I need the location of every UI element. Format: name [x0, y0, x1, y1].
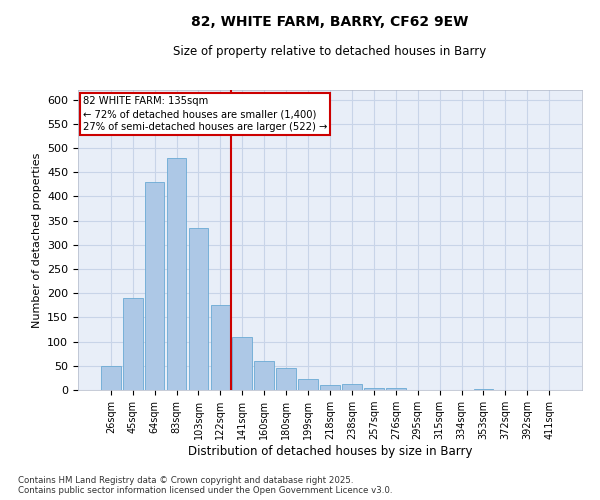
Text: 82, WHITE FARM, BARRY, CF62 9EW: 82, WHITE FARM, BARRY, CF62 9EW: [191, 15, 469, 29]
Text: 82 WHITE FARM: 135sqm
← 72% of detached houses are smaller (1,400)
27% of semi-d: 82 WHITE FARM: 135sqm ← 72% of detached …: [83, 96, 328, 132]
Bar: [320, 385, 340, 390]
Bar: [473, 389, 493, 390]
Bar: [364, 388, 384, 390]
Bar: [211, 306, 230, 390]
Bar: [145, 182, 164, 390]
Bar: [167, 158, 187, 390]
Bar: [342, 384, 362, 390]
Bar: [276, 368, 296, 390]
Bar: [123, 298, 143, 390]
Text: Size of property relative to detached houses in Barry: Size of property relative to detached ho…: [173, 45, 487, 58]
Bar: [298, 380, 318, 390]
Bar: [232, 337, 252, 390]
Bar: [101, 366, 121, 390]
Bar: [386, 388, 406, 390]
Bar: [254, 361, 274, 390]
X-axis label: Distribution of detached houses by size in Barry: Distribution of detached houses by size …: [188, 445, 472, 458]
Y-axis label: Number of detached properties: Number of detached properties: [32, 152, 41, 328]
Bar: [188, 228, 208, 390]
Text: Contains HM Land Registry data © Crown copyright and database right 2025.
Contai: Contains HM Land Registry data © Crown c…: [18, 476, 392, 495]
